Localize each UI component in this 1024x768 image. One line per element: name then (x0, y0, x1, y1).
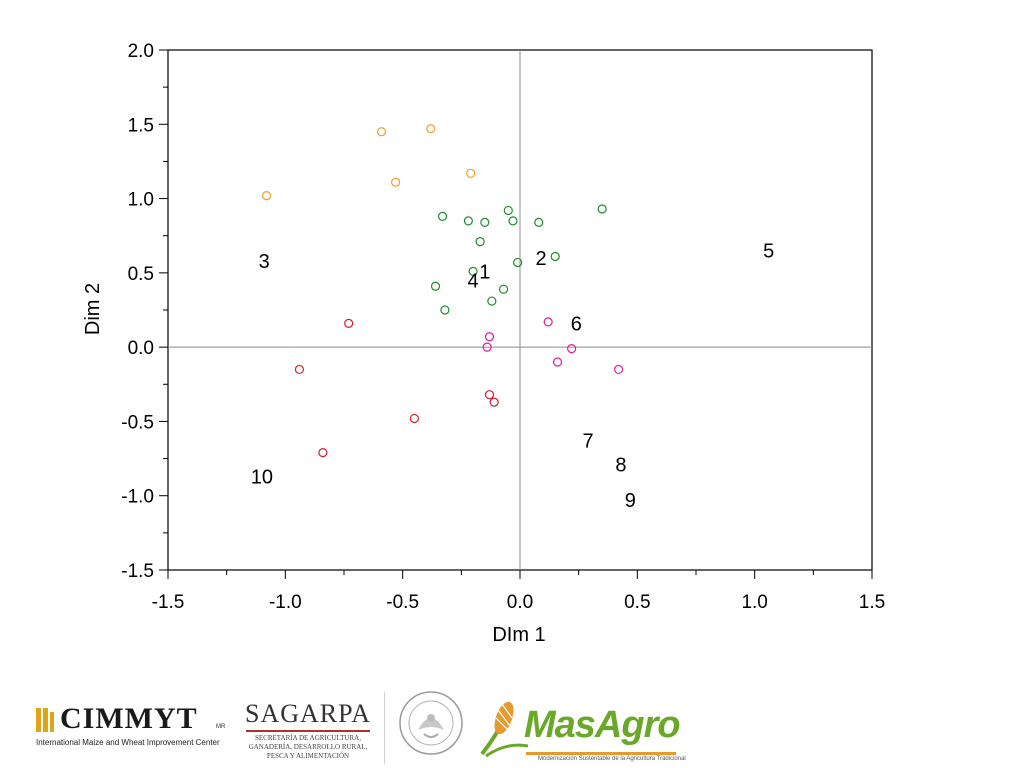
sagarpa-rule (246, 730, 370, 732)
masagro-logo: MasAgro Modernización Sustentable de la … (476, 690, 686, 766)
x-tick-label: -1.5 (152, 592, 185, 613)
sagarpa-wordmark: SAGARPA (245, 699, 371, 728)
sagarpa-subtitle-line-1: SECRETARÍA DE AGRICULTURA, (255, 734, 361, 742)
masagro-wordmark: MasAgro (524, 704, 681, 746)
masagro-subtitle: Modernización Sustentable de la Agricult… (538, 756, 686, 762)
point-number-label: 8 (615, 455, 626, 477)
data-point (487, 296, 497, 306)
data-point (613, 364, 624, 375)
data-point (426, 124, 436, 134)
data-point (550, 251, 560, 262)
data-point (468, 266, 478, 276)
y-tick-label: 0.5 (128, 264, 154, 285)
y-tick-label: 1.5 (128, 115, 154, 136)
sponsor-logos: CIMMYT MR International Maize and Wheat … (0, 680, 1024, 768)
data-point (543, 317, 553, 327)
data-point (437, 211, 448, 221)
y-tick-label: 1.0 (128, 190, 154, 211)
cimmyt-subtitle: International Maize and Wheat Improvemen… (36, 738, 220, 747)
y-tick-label: -0.5 (121, 412, 154, 433)
masagro-underline (526, 752, 676, 755)
data-point (484, 390, 495, 400)
y-tick-label: 0.0 (128, 338, 154, 359)
logo-divider (384, 692, 385, 764)
data-point (376, 127, 387, 137)
x-tick-label: 0.0 (507, 592, 533, 613)
x-axis: -1.5 -1.0 -0.5 0.0 0.5 1.0 1.5 (152, 570, 885, 613)
reference-lines (168, 50, 872, 570)
point-number-label: 10 (251, 466, 273, 488)
point-number-label: 6 (571, 313, 582, 335)
data-point (482, 342, 492, 352)
x-tick-label: -0.5 (386, 592, 419, 613)
data-point (463, 216, 473, 226)
data-point (409, 413, 419, 424)
trademark-mark: MR (216, 724, 226, 730)
x-tick-label: -1.0 (269, 592, 302, 613)
corn-plant-icon (480, 701, 529, 758)
point-number-label: 9 (625, 490, 636, 512)
data-point (261, 191, 272, 201)
data-point (503, 205, 513, 216)
scatter-chart: -1.5 -1.0 -0.5 0.0 0.5 1.0 1.5 -1.5 -1.0 -0.5 0.0… (82, 41, 885, 646)
point-number-label: 5 (763, 241, 774, 263)
data-point (484, 332, 495, 342)
data-point (294, 364, 305, 375)
y-tick-label: 2.0 (128, 41, 154, 62)
y-axis-title: Dim 2 (82, 283, 104, 335)
point-number-label: 3 (259, 251, 270, 273)
x-tick-label: 0.5 (624, 592, 650, 613)
sagarpa-subtitle-line-2: GANADERÍA, DESARROLLO RURAL, (248, 743, 368, 751)
cimmyt-logo: CIMMYT MR International Maize and Wheat … (30, 702, 230, 750)
data-point (440, 305, 450, 315)
x-tick-label: 1.5 (859, 592, 885, 613)
data-point (567, 344, 577, 354)
data-point (480, 217, 490, 227)
data-point (466, 168, 476, 178)
data-point (498, 284, 509, 294)
cimmyt-wordmark: CIMMYT (60, 702, 198, 735)
data-point (489, 397, 499, 407)
point-number-label: 1 (479, 261, 490, 283)
sagarpa-logo: SAGARPA SECRETARÍA DE AGRICULTURA, GANAD… (238, 700, 378, 766)
data-point (344, 318, 354, 328)
data-point (534, 217, 544, 227)
y-tick-label: -1.5 (121, 561, 154, 582)
sagarpa-subtitle-line-3: PESCA Y ALIMENTACIÓN (266, 752, 350, 760)
point-number-label: 4 (468, 270, 479, 292)
y-tick-label: -1.0 (121, 487, 154, 508)
y-axis: -1.5 -1.0 -0.5 0.0 0.5 1.0 1.5 2.0 (121, 41, 168, 582)
point-number-label: 2 (536, 248, 547, 270)
data-point (475, 237, 485, 247)
data-point (552, 357, 563, 367)
data-point (597, 204, 607, 214)
mexican-eagle-seal-icon (399, 691, 463, 755)
wheat-icon (36, 708, 54, 732)
data-point (508, 216, 518, 226)
data-point (318, 448, 328, 458)
point-number-label: 7 (582, 431, 593, 453)
data-point (391, 177, 401, 187)
data-point (430, 281, 441, 291)
data-points (261, 124, 624, 458)
point-labels: 1 2 3 4 5 6 78 9 10 (251, 241, 775, 513)
x-tick-label: 1.0 (741, 592, 767, 613)
data-point (513, 257, 523, 268)
x-axis-title: DIm 1 (492, 624, 545, 646)
